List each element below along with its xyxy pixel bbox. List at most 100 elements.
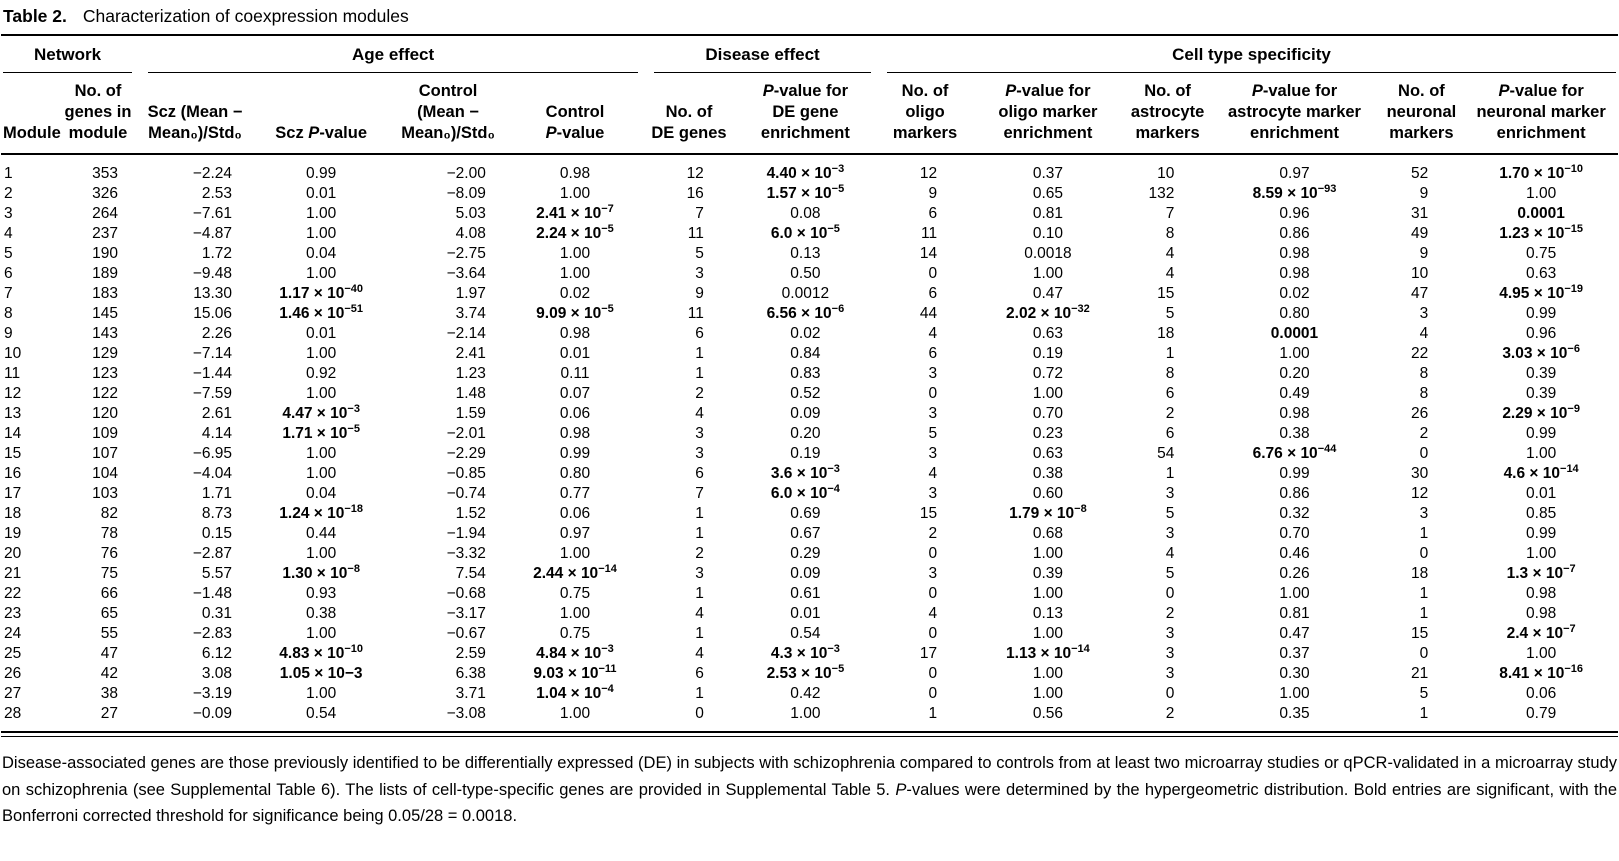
cell-oligo-p-value: 1.00 (1032, 585, 1063, 602)
cell-scz-mean: −2.83 (192, 625, 232, 642)
cell-scz-p-value: 0.92 (306, 365, 337, 382)
cell-neuronal-markers: 2 (1419, 425, 1429, 442)
cell-astrocyte-p-value: 0.26 (1279, 565, 1310, 582)
cell-oligo-p-value: 0.10 (1032, 225, 1063, 242)
cell-scz-p-value: 1.00 (306, 445, 337, 462)
table-row-module-7: 7 183 13.30 1.17 × 10−40 1.97 0.02 9 0.0012 6 0.4… (1, 282, 1618, 304)
cell-de-p-value: 0.29 (790, 545, 821, 562)
cell-astrocyte-p-value: 0.80 (1279, 305, 1310, 322)
cell-scz-p-value: 1.24 × 10−18 (279, 502, 364, 522)
cell-de-p-value: 0.42 (790, 685, 821, 702)
cell-de-p-value: 0.20 (790, 425, 821, 442)
cell-control-p-value: 0.98 (559, 165, 591, 182)
cell-neuronal-p-value: 1.00 (1526, 545, 1557, 562)
cell-control-p-value: 0.77 (559, 485, 591, 502)
cell-scz-mean: 2.26 (201, 325, 232, 342)
cell-astrocyte-p-value: 0.86 (1279, 225, 1310, 242)
cell-scz-mean: −7.14 (192, 345, 232, 362)
cell-neuronal-markers: 3 (1419, 505, 1429, 522)
cell-astrocyte-p-value: 0.35 (1279, 705, 1310, 722)
cell-neuronal-p-value: 0.06 (1526, 685, 1557, 702)
cell-neuronal-markers: 26 (1411, 405, 1429, 422)
cell-astrocyte-markers: 4 (1165, 245, 1175, 262)
cell-de-genes: 16 (686, 185, 704, 202)
cell-astrocyte-p-value: 0.49 (1279, 385, 1310, 402)
cell-de-p-value: 1.57 × 10−5 (766, 182, 845, 202)
cell-module: 9 (4, 325, 13, 342)
cell-neuronal-p-value: 8.41 × 10−16 (1499, 662, 1583, 682)
cell-scz-p-value: 1.05 × 10−3 (279, 665, 363, 682)
column-group-row: Network Age effect Disease effect Cell type… (1, 36, 1618, 73)
cell-astrocyte-markers: 3 (1165, 625, 1175, 642)
cell-genes-in-module: 104 (92, 465, 119, 482)
cell-oligo-markers: 0 (928, 545, 938, 562)
cell-scz-p-value: 1.00 (306, 625, 337, 642)
table-row-module-19: 19 78 0.15 0.44 −1.94 0.97 1 0.67 2 0.68 3 0.70 1 0.9… (1, 524, 1618, 544)
cell-control-mean: 1.48 (455, 385, 486, 402)
cell-de-genes: 4 (695, 605, 704, 622)
cell-control-mean: 1.59 (455, 405, 486, 422)
cell-neuronal-markers: 49 (1411, 225, 1429, 242)
column-header-row: Module No. of genes in module Scz (Mean − Mea… (1, 73, 1618, 155)
cell-control-p-value: 0.75 (559, 585, 591, 602)
cell-neuronal-p-value: 0.99 (1526, 305, 1557, 322)
cell-astrocyte-markers: 10 (1157, 165, 1175, 182)
table-row-module-4: 4 237 −4.87 1.00 4.08 2.24 × 10−5 11 6.0 × 10−5… (1, 222, 1618, 244)
table-row-module-3: 3 264 −7.61 1.00 5.03 2.41 × 10−7 7 0.08 6 0.81 7 0… (1, 203, 1618, 224)
cell-neuronal-markers: 1 (1419, 605, 1429, 622)
cell-astrocyte-p-value: 0.0001 (1270, 325, 1319, 342)
cell-astrocyte-p-value: 0.99 (1279, 465, 1310, 482)
cell-genes-in-module: 78 (100, 525, 119, 542)
cell-scz-mean: −7.59 (192, 385, 232, 402)
cell-de-genes: 4 (695, 405, 704, 422)
cell-neuronal-markers: 5 (1419, 685, 1429, 702)
cell-scz-mean: 15.06 (193, 305, 232, 322)
cell-de-genes: 6 (695, 465, 704, 482)
cell-oligo-p-value: 0.60 (1032, 485, 1063, 502)
cell-control-mean: −2.00 (446, 165, 486, 182)
cell-de-p-value: 0.13 (790, 245, 821, 262)
cell-astrocyte-markers: 6 (1165, 425, 1175, 442)
cell-module: 25 (4, 645, 22, 662)
table-row-module-27: 27 38 −3.19 1.00 3.71 1.04 × 10−4 1 0.42 0 1.00 0 1… (1, 683, 1618, 704)
cell-de-p-value: 0.54 (790, 625, 821, 642)
cell-de-p-value: 4.40 × 10−3 (766, 162, 845, 182)
cell-control-mean: −0.67 (446, 625, 486, 642)
table-row-module-16: 16 104 −4.04 1.00 −0.85 0.80 6 3.6 × 10−3 4 0.38 1… (1, 463, 1618, 484)
cell-neuronal-p-value: 0.63 (1526, 265, 1557, 282)
cell-neuronal-markers: 10 (1411, 265, 1429, 282)
cell-scz-p-value: 0.99 (306, 165, 337, 182)
cell-genes-in-module: 109 (92, 425, 119, 442)
cell-neuronal-p-value: 4.95 × 10−19 (1499, 282, 1583, 302)
cell-neuronal-p-value: 0.85 (1526, 505, 1557, 522)
cell-de-genes: 0 (695, 705, 704, 722)
table-row-module-1: 1 353 −2.24 0.99 −2.00 0.98 12 4.40 × 10−3 12 0.3… (1, 154, 1618, 184)
cell-de-p-value: 6.0 × 10−5 (770, 222, 840, 242)
cell-astrocyte-p-value: 0.47 (1279, 625, 1310, 642)
cell-de-genes: 5 (695, 245, 704, 262)
cell-neuronal-p-value: 0.96 (1526, 325, 1557, 342)
cell-control-p-value: 9.09 × 10−5 (536, 302, 614, 322)
cell-scz-p-value: 1.00 (306, 545, 337, 562)
column-group-label: Age effect (148, 45, 639, 73)
cell-neuronal-p-value: 0.99 (1526, 525, 1557, 542)
table-row-module-2: 2 326 2.53 0.01 −8.09 1.00 16 1.57 × 10−5 9 0.65 1… (1, 182, 1618, 204)
cell-control-p-value: 0.06 (559, 505, 591, 522)
cell-oligo-markers: 3 (928, 445, 938, 462)
cell-neuronal-p-value: 2.4 × 10−7 (1506, 622, 1576, 642)
cell-oligo-p-value: 0.0018 (1024, 245, 1072, 262)
cell-astrocyte-p-value: 0.37 (1279, 645, 1310, 662)
cell-module: 11 (4, 365, 21, 382)
cell-control-mean: −1.94 (446, 525, 486, 542)
column-header-oligo-p-value: P-value for oligo marker enrichment (971, 73, 1125, 155)
table-row-module-5: 5 190 1.72 0.04 −2.75 1.00 5 0.13 14 0.0018 4 0.98 9… (1, 244, 1618, 264)
cell-astrocyte-p-value: 0.32 (1279, 505, 1310, 522)
table-row-module-21: 21 75 5.57 1.30 × 10−8 7.54 2.44 × 10−14 3 0.09… (1, 563, 1618, 584)
cell-scz-mean: −4.04 (192, 465, 232, 482)
cell-oligo-markers: 3 (928, 365, 938, 382)
cell-oligo-markers: 6 (928, 205, 938, 222)
cell-scz-p-value: 0.01 (306, 185, 337, 202)
cell-scz-mean: 2.53 (201, 185, 232, 202)
cell-de-p-value: 0.83 (790, 365, 821, 382)
cell-neuronal-markers: 0 (1419, 445, 1429, 462)
